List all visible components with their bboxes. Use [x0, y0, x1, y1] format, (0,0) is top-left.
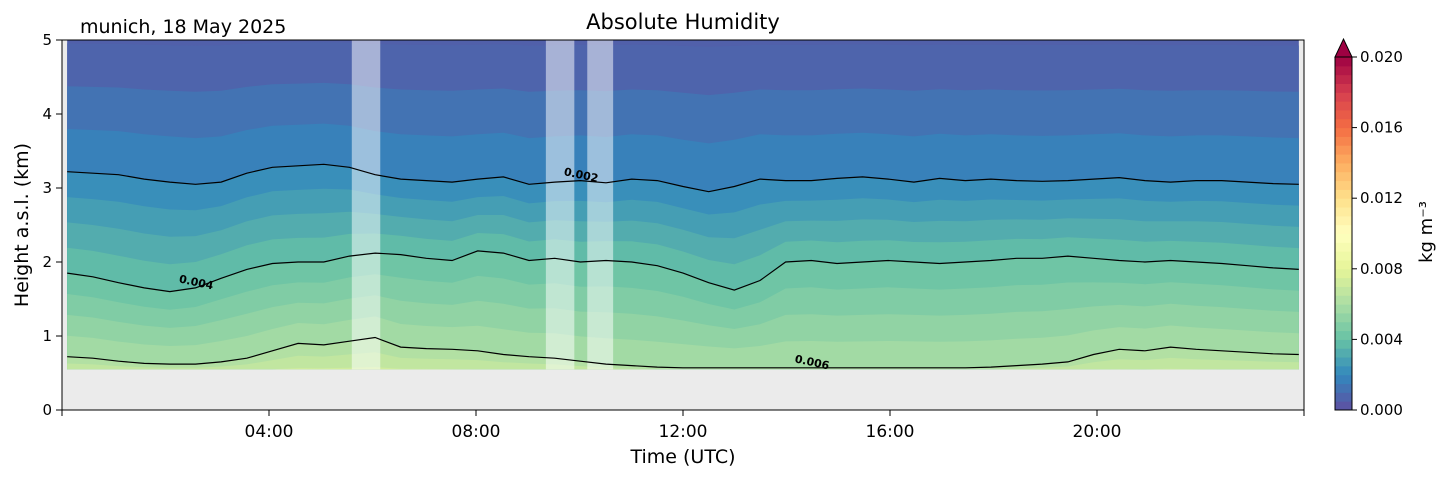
colorbar-segment [1335, 83, 1352, 93]
y-axis: 0 1 2 3 4 5 [42, 31, 62, 419]
y-tick-label: 1 [42, 327, 52, 345]
colorbar-segment [1335, 339, 1352, 349]
colorbar-segment [1335, 233, 1352, 243]
colorbar-segment [1335, 198, 1352, 208]
colorbar-segment [1335, 74, 1352, 84]
colorbar-segment [1335, 312, 1352, 323]
colorbar-segment [1335, 180, 1352, 190]
colorbar-segment [1335, 57, 1352, 67]
colorbar-segment [1335, 401, 1352, 411]
colorbar-segment [1335, 321, 1352, 332]
masked-interval [545, 40, 575, 370]
y-tick-label: 2 [42, 253, 52, 271]
colorbar-segment [1335, 295, 1352, 305]
x-axis-label: Time (UTC) [629, 446, 735, 468]
colorbar-segment [1335, 118, 1352, 129]
colorbar-frame [1334, 56, 1353, 411]
colorbar-segment [1335, 145, 1352, 155]
colorbar-extend-arrow [1334, 37, 1353, 58]
colorbar-segment [1335, 348, 1352, 358]
colorbar-tick-label: 0.004 [1360, 330, 1403, 348]
colorbar-label: kg m⁻³ [1416, 201, 1437, 263]
x-tick-label: 04:00 [245, 422, 294, 442]
colorbar-segment [1335, 92, 1352, 102]
colorbar-segment [1335, 189, 1352, 199]
colorbar-segment [1335, 374, 1352, 385]
colorbar: 0.000 0.004 0.008 0.012 0.016 0.020 [1334, 37, 1403, 419]
colorbar-segment [1335, 154, 1352, 164]
masked-intervals [351, 40, 614, 370]
colorbar-tick-label: 0.016 [1360, 119, 1403, 137]
colorbar-segment [1335, 65, 1352, 76]
chart-title: Absolute Humidity [586, 10, 780, 34]
colorbar-segment [1335, 127, 1352, 137]
colorbar-segment [1335, 109, 1352, 120]
colorbar-segment [1335, 365, 1352, 376]
y-tick-label: 0 [42, 401, 52, 419]
colorbar-segment [1335, 251, 1352, 261]
x-tick-label: 16:00 [866, 422, 915, 442]
colorbar-segment [1335, 392, 1352, 402]
colorbar-segment [1335, 171, 1352, 182]
colorbar-tick-label: 0.008 [1360, 260, 1403, 278]
colorbar-segment [1335, 383, 1352, 393]
colorbar-segment [1335, 304, 1352, 314]
colorbar-segment [1335, 242, 1352, 252]
colorbar-segment [1335, 357, 1352, 367]
x-tick-label: 20:00 [1073, 422, 1122, 442]
colorbar-segment [1335, 286, 1352, 296]
colorbar-segment [1335, 224, 1352, 234]
masked-interval [351, 40, 381, 370]
colorbar-segment [1335, 259, 1352, 270]
colorbar-tick-label: 0.012 [1360, 189, 1403, 207]
colorbar-segment [1335, 136, 1352, 146]
location-date-label: munich, 18 May 2025 [80, 16, 286, 38]
colorbar-segment [1335, 207, 1352, 217]
contour-line [67, 336, 1299, 369]
colorbar-segment [1335, 330, 1352, 340]
colorbar-tick-label: 0.000 [1360, 401, 1403, 419]
colorbar-segment [1335, 162, 1352, 173]
masked-interval [587, 40, 614, 370]
humidity-bands [67, 40, 1299, 370]
x-axis: 04:00 08:00 12:00 16:00 20:00 [61, 410, 1305, 442]
contour-line [67, 163, 1299, 193]
colorbar-segment [1335, 277, 1352, 287]
colorbar-segment [1335, 268, 1352, 279]
y-tick-label: 5 [42, 31, 52, 49]
contour-line [67, 250, 1299, 293]
y-axis-label: Height a.s.l. (km) [11, 143, 33, 307]
y-tick-label: 4 [42, 105, 52, 123]
x-tick-label: 12:00 [659, 422, 708, 442]
colorbar-segment [1335, 101, 1352, 111]
x-tick-label: 08:00 [452, 422, 501, 442]
colorbar-tick-label: 0.020 [1360, 48, 1403, 66]
colorbar-segment [1335, 215, 1352, 226]
y-tick-label: 3 [42, 179, 52, 197]
